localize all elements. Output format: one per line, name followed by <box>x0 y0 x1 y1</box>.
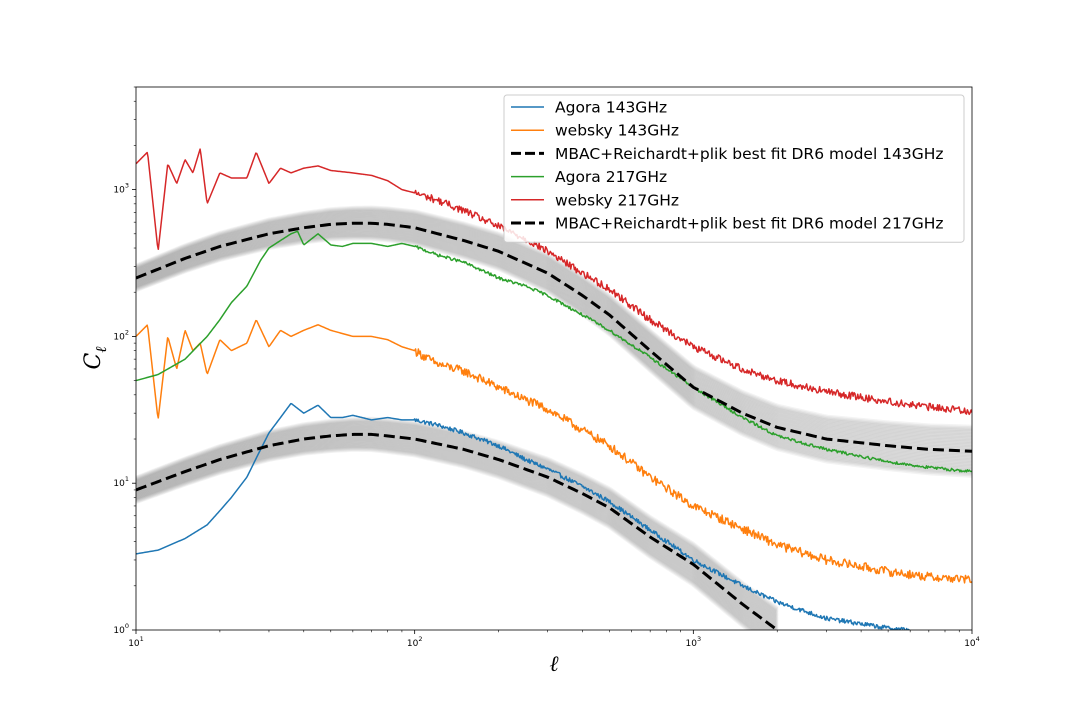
band-mbac-reichardt-plik-best-fit-dr6-model-217ghz-6 <box>136 230 972 470</box>
legend-entry: Agora 217GHz <box>555 168 667 186</box>
band-mbac-reichardt-plik-best-fit-dr6-model-143ghz-12 <box>136 435 774 630</box>
band-mbac-reichardt-plik-best-fit-dr6-model-143ghz-2 <box>136 445 757 630</box>
x-tick-label: 103 <box>686 635 702 649</box>
band-mbac-reichardt-plik-best-fit-dr6-model-217ghz-22 <box>136 215 972 446</box>
legend-entry: MBAC+Reichardt+plik best fit DR6 model 2… <box>555 215 944 233</box>
band-mbac-reichardt-plik-best-fit-dr6-model-217ghz-30 <box>136 208 972 435</box>
band-mbac-reichardt-plik-best-fit-dr6-model-143ghz-6 <box>136 441 764 630</box>
band-mbac-reichardt-plik-best-fit-dr6-model-217ghz-12 <box>136 224 972 461</box>
legend: Agora 143GHz websky 143GHz MBAC+Reichardt+… <box>503 94 965 243</box>
series-lines <box>136 148 972 630</box>
band-mbac-reichardt-plik-best-fit-dr6-model-217ghz-21 <box>136 216 972 448</box>
series-line-agora-217ghz <box>136 230 972 473</box>
band-mbac-reichardt-plik-best-fit-dr6-model-217ghz-11 <box>136 225 972 462</box>
x-tick-label: 101 <box>128 635 144 649</box>
band-mbac-reichardt-plik-best-fit-dr6-model-143ghz-3 <box>136 444 759 630</box>
band-mbac-reichardt-plik-best-fit-dr6-model-143ghz-32 <box>136 417 779 613</box>
y-tick-label: 101 <box>113 475 129 489</box>
legend-entry: websky 143GHz <box>555 122 679 140</box>
band-mbac-reichardt-plik-best-fit-dr6-model-143ghz-30 <box>136 419 779 615</box>
band-mbac-reichardt-plik-best-fit-dr6-model-143ghz-11 <box>136 436 772 630</box>
series-line-mbac-reichardt-plik-best-fit-dr6-model-143ghz <box>136 432 779 630</box>
y-tick-label: 103 <box>113 182 129 196</box>
band-mbac-reichardt-plik-best-fit-dr6-model-143ghz-8 <box>136 439 767 630</box>
x-axis-label: ℓ <box>549 652 559 677</box>
y-axis-label-main: C <box>81 353 106 370</box>
band-mbac-reichardt-plik-best-fit-dr6-model-217ghz-27 <box>136 211 972 439</box>
band-mbac-reichardt-plik-best-fit-dr6-model-143ghz-20 <box>136 428 779 628</box>
band-mbac-reichardt-plik-best-fit-dr6-model-217ghz-2 <box>136 233 972 475</box>
series-line-websky-143ghz <box>136 319 972 584</box>
band-mbac-reichardt-plik-best-fit-dr6-model-143ghz-24 <box>136 424 779 623</box>
band-mbac-reichardt-plik-best-fit-dr6-model-143ghz-13 <box>136 435 776 630</box>
x-tick-label: 102 <box>407 635 423 649</box>
band-mbac-reichardt-plik-best-fit-dr6-model-143ghz-25 <box>136 424 779 622</box>
legend-box <box>503 94 965 243</box>
band-mbac-reichardt-plik-best-fit-dr6-model-143ghz-26 <box>136 423 779 620</box>
legend-entry: Agora 143GHz <box>555 99 667 117</box>
band-mbac-reichardt-plik-best-fit-dr6-model-143ghz-1 <box>136 445 756 630</box>
series-line-mbac-reichardt-plik-best-fit-dr6-model-217ghz <box>136 221 972 453</box>
band-mbac-reichardt-plik-best-fit-dr6-model-217ghz-31 <box>136 207 972 433</box>
x-tick-label: 104 <box>964 635 980 649</box>
y-axis-label-subscript: ℓ <box>92 346 110 352</box>
band-mbac-reichardt-plik-best-fit-dr6-model-217ghz-19 <box>136 218 972 451</box>
band-mbac-reichardt-plik-best-fit-dr6-model-217ghz-20 <box>136 217 972 449</box>
axis-ticks <box>132 86 973 634</box>
band-mbac-reichardt-plik-best-fit-dr6-model-217ghz-26 <box>136 211 972 440</box>
band-mbac-reichardt-plik-best-fit-dr6-model-143ghz-27 <box>136 422 779 619</box>
band-mbac-reichardt-plik-best-fit-dr6-model-143ghz-9 <box>136 438 769 630</box>
band-mbac-reichardt-plik-best-fit-dr6-model-217ghz-25 <box>136 212 972 442</box>
band-mbac-reichardt-plik-best-fit-dr6-model-143ghz-10 <box>136 437 771 630</box>
band-mbac-reichardt-plik-best-fit-dr6-model-143ghz-4 <box>136 443 761 630</box>
band-mbac-reichardt-plik-best-fit-dr6-model-143ghz-29 <box>136 420 779 616</box>
band-mbac-reichardt-plik-best-fit-dr6-model-217ghz-5 <box>136 231 972 471</box>
series-line-agora-143ghz <box>136 402 911 630</box>
band-mbac-reichardt-plik-best-fit-dr6-model-143ghz-23 <box>136 425 779 624</box>
band-mbac-reichardt-plik-best-fit-dr6-model-143ghz-14 <box>136 434 778 630</box>
band-mbac-reichardt-plik-best-fit-dr6-model-217ghz-14 <box>136 223 972 458</box>
y-axis-label: Cℓ <box>81 346 110 369</box>
band-mbac-reichardt-plik-best-fit-dr6-model-217ghz-1 <box>136 234 972 477</box>
band-mbac-reichardt-plik-best-fit-dr6-model-217ghz-7 <box>136 229 972 468</box>
band-mbac-reichardt-plik-best-fit-dr6-model-217ghz-0 <box>136 235 972 478</box>
band-mbac-reichardt-plik-best-fit-dr6-model-217ghz-29 <box>136 209 972 436</box>
band-mbac-reichardt-plik-best-fit-dr6-model-143ghz-5 <box>136 442 762 630</box>
band-mbac-reichardt-plik-best-fit-dr6-model-143ghz-0 <box>136 446 754 630</box>
band-mbac-reichardt-plik-best-fit-dr6-model-217ghz-33 <box>136 205 972 430</box>
band-mbac-reichardt-plik-best-fit-dr6-model-143ghz-7 <box>136 440 766 630</box>
y-tick-label: 100 <box>113 622 129 636</box>
legend-entry: MBAC+Reichardt+plik best fit DR6 model 1… <box>555 145 944 163</box>
band-mbac-reichardt-plik-best-fit-dr6-model-217ghz-10 <box>136 226 972 464</box>
band-mbac-reichardt-plik-best-fit-dr6-model-217ghz-23 <box>136 214 972 445</box>
series-line-websky-217ghz <box>136 148 972 416</box>
y-tick-label: 102 <box>113 328 129 342</box>
legend-entry: websky 217GHz <box>555 191 679 209</box>
band-mbac-reichardt-plik-best-fit-dr6-model-217ghz-28 <box>136 210 972 437</box>
plot-frame <box>135 86 973 631</box>
band-mbac-reichardt-plik-best-fit-dr6-model-217ghz-13 <box>136 223 972 459</box>
band-mbac-reichardt-plik-best-fit-dr6-model-217ghz-32 <box>136 206 972 432</box>
band-mbac-reichardt-plik-best-fit-dr6-model-143ghz-31 <box>136 418 779 614</box>
band-mbac-reichardt-plik-best-fit-dr6-model-143ghz-19 <box>136 429 779 629</box>
band-mbac-reichardt-plik-best-fit-dr6-model-217ghz-24 <box>136 213 972 443</box>
band-mbac-reichardt-plik-best-fit-dr6-model-143ghz-28 <box>136 421 779 618</box>
